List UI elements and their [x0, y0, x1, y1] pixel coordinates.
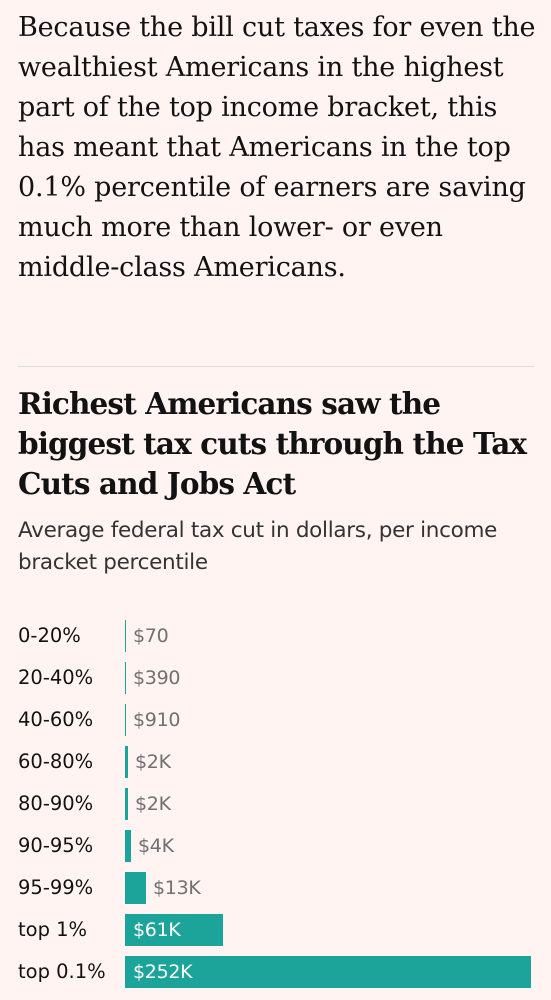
category-label: top 0.1% [18, 960, 106, 983]
value-label: $61K [133, 919, 181, 941]
category-label: top 1% [18, 918, 88, 941]
bar [125, 620, 126, 652]
category-label: 60-80% [18, 750, 94, 773]
bar [125, 830, 131, 862]
value-label: $910 [133, 709, 181, 731]
category-label: 95-99% [18, 876, 94, 899]
value-label: $2K [135, 751, 171, 773]
value-label: $13K [153, 877, 201, 899]
bar [125, 872, 146, 904]
value-label: $252K [133, 961, 193, 983]
category-label: 80-90% [18, 792, 94, 815]
bar [125, 956, 531, 988]
bar [125, 662, 126, 694]
bar [125, 704, 126, 736]
chart-subtitle: Average federal tax cut in dollars, per … [18, 518, 498, 575]
value-label: $390 [133, 667, 181, 689]
category-label: 40-60% [18, 708, 94, 731]
category-label: 20-40% [18, 666, 94, 689]
value-label: $70 [133, 625, 169, 647]
article-paragraph: Because the bill cut taxes for even the … [18, 12, 536, 283]
value-label: $4K [138, 835, 174, 857]
value-label: $2K [135, 793, 171, 815]
category-label: 0-20% [18, 624, 81, 647]
bar [125, 788, 128, 820]
bar [125, 746, 128, 778]
category-label: 90-95% [18, 834, 94, 857]
section-divider [18, 366, 534, 367]
chart-title: Richest Americans saw the biggest tax cu… [18, 386, 527, 501]
bar [125, 914, 223, 946]
